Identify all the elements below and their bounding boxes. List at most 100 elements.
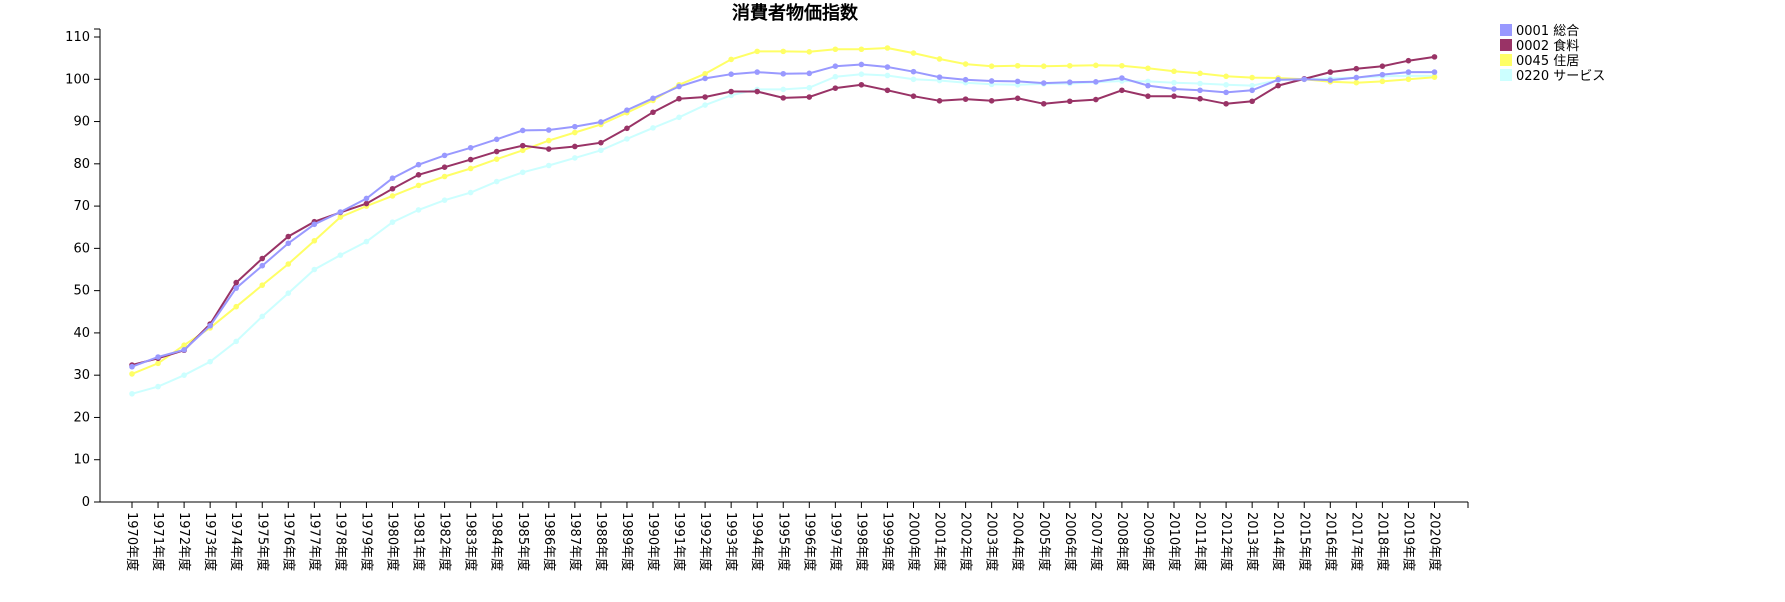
data-point bbox=[624, 125, 630, 132]
data-point bbox=[493, 136, 500, 143]
data-point bbox=[129, 363, 135, 370]
x-tick-label: 1977年度 bbox=[306, 512, 322, 571]
data-point bbox=[702, 102, 708, 108]
data-point bbox=[1040, 100, 1047, 107]
x-axis-ticks: 1970年度 1971年度 1972年度 1973年度 1974年度 1975年度 1976… bbox=[124, 502, 1443, 571]
data-point bbox=[1093, 79, 1099, 85]
x-tick-label: 2012年度 bbox=[1218, 512, 1234, 571]
data-point bbox=[546, 127, 552, 133]
x-tick-label: 1973年度 bbox=[202, 512, 218, 571]
chart-title: 消費者物価指数 bbox=[732, 2, 859, 24]
data-point bbox=[1379, 63, 1386, 69]
x-tick-label: 1975年度 bbox=[254, 512, 270, 571]
data-point bbox=[1379, 78, 1386, 85]
legend-label: 0001 総合 bbox=[1516, 24, 1579, 39]
x-tick-label: 2006年度 bbox=[1062, 512, 1078, 571]
data-point bbox=[259, 313, 266, 320]
data-point bbox=[1067, 79, 1073, 86]
data-point bbox=[1301, 76, 1308, 83]
data-point bbox=[285, 233, 292, 240]
data-point bbox=[467, 165, 474, 172]
data-point bbox=[1405, 76, 1412, 83]
data-point bbox=[337, 252, 344, 258]
data-point bbox=[1093, 62, 1099, 69]
data-point bbox=[676, 83, 682, 90]
data-point bbox=[155, 354, 161, 360]
data-point bbox=[1275, 82, 1281, 89]
data-point bbox=[1223, 100, 1229, 107]
data-point bbox=[233, 279, 239, 286]
y-tick-label: 20 bbox=[73, 410, 90, 425]
x-tick-label: 2010年度 bbox=[1166, 512, 1182, 571]
data-point bbox=[598, 147, 604, 154]
x-tick-label: 1980年度 bbox=[385, 512, 401, 571]
data-point bbox=[259, 282, 266, 288]
data-point bbox=[884, 64, 891, 70]
data-point bbox=[754, 69, 760, 75]
data-point bbox=[1431, 69, 1438, 75]
y-axis-ticks: 0 10 20 30 40 50 60 70 80 90 100 110 bbox=[65, 30, 100, 510]
series-group bbox=[129, 45, 1438, 397]
x-tick-label: 1974年度 bbox=[228, 512, 244, 571]
data-point bbox=[624, 136, 630, 142]
data-point bbox=[546, 146, 552, 152]
data-point bbox=[572, 155, 578, 161]
data-point bbox=[493, 156, 500, 162]
x-tick-label: 2017年度 bbox=[1348, 512, 1364, 571]
legend-swatch bbox=[1500, 24, 1512, 36]
data-point bbox=[702, 75, 708, 82]
data-point bbox=[337, 214, 344, 220]
x-tick-label: 2007年度 bbox=[1088, 512, 1104, 571]
data-point bbox=[962, 96, 969, 102]
data-point bbox=[1197, 80, 1203, 87]
x-tick-label: 1990年度 bbox=[645, 512, 661, 571]
data-point bbox=[806, 48, 813, 55]
data-point bbox=[962, 61, 969, 67]
data-point bbox=[754, 48, 760, 55]
y-tick-label: 40 bbox=[73, 326, 90, 341]
data-point bbox=[1014, 78, 1021, 85]
x-tick-label: 2019年度 bbox=[1400, 512, 1416, 571]
data-point bbox=[780, 70, 787, 77]
x-tick-label: 2014年度 bbox=[1270, 512, 1286, 571]
data-point bbox=[467, 189, 474, 196]
data-point bbox=[363, 195, 370, 202]
data-point bbox=[572, 129, 578, 136]
data-point bbox=[728, 71, 734, 77]
data-point bbox=[363, 200, 370, 207]
data-point bbox=[1405, 69, 1412, 75]
data-point bbox=[467, 144, 474, 151]
data-point bbox=[1067, 62, 1073, 69]
x-tick-label: 1995年度 bbox=[775, 512, 791, 571]
data-point bbox=[988, 63, 995, 69]
series-line bbox=[131, 73, 1435, 395]
data-point bbox=[780, 95, 787, 101]
data-point bbox=[389, 175, 396, 181]
x-tick-label: 2018年度 bbox=[1374, 512, 1390, 571]
data-point bbox=[910, 76, 917, 83]
y-tick-label: 80 bbox=[73, 157, 90, 172]
data-point bbox=[311, 237, 318, 244]
data-point bbox=[1171, 86, 1177, 92]
x-tick-label: 2002年度 bbox=[958, 512, 974, 571]
x-tick-label: 1999年度 bbox=[879, 512, 895, 571]
data-point bbox=[936, 74, 943, 80]
x-tick-label: 1978年度 bbox=[332, 512, 348, 571]
data-point bbox=[1171, 68, 1177, 75]
x-tick-label: 1997年度 bbox=[827, 512, 843, 571]
data-point bbox=[1431, 54, 1438, 60]
data-point bbox=[702, 94, 708, 100]
data-point bbox=[233, 303, 239, 310]
x-tick-label: 1996年度 bbox=[801, 512, 817, 571]
legend-swatch bbox=[1500, 54, 1512, 66]
data-point bbox=[1327, 69, 1334, 75]
data-point bbox=[572, 143, 578, 150]
data-point bbox=[207, 358, 213, 365]
x-tick-label: 1988年度 bbox=[593, 512, 609, 571]
data-point bbox=[962, 76, 969, 83]
data-point bbox=[285, 290, 292, 296]
x-tick-label: 2009年度 bbox=[1140, 512, 1156, 571]
data-point bbox=[1014, 62, 1021, 69]
data-point bbox=[1171, 79, 1177, 86]
